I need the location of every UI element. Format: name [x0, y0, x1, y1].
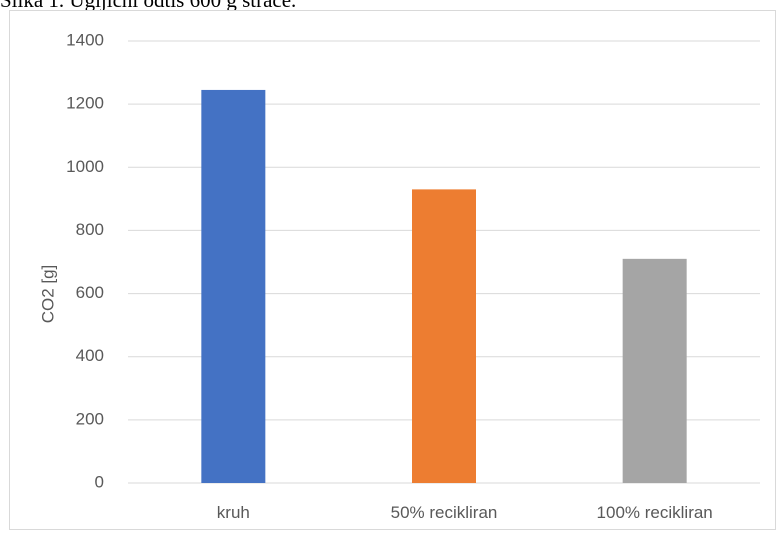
y-axis-ticks: 0 200 400 600 800 1000 1200 1400	[66, 30, 104, 491]
bars	[201, 89, 687, 483]
y-tick-label: 800	[76, 220, 104, 239]
bar-1	[201, 89, 266, 483]
x-category-label: 100% recikliran	[597, 503, 713, 522]
x-category-label: 50% recikliran	[391, 503, 498, 522]
y-tick-label: 1400	[66, 30, 104, 49]
y-tick-label: 400	[76, 346, 104, 365]
y-tick-label: 600	[76, 283, 104, 302]
figure-caption: Slika 1. Ugljični odtis 600 g straće.	[0, 0, 297, 12]
y-tick-label: 200	[76, 409, 104, 428]
bar-2	[412, 189, 476, 483]
y-tick-label: 1000	[66, 157, 104, 176]
bar-3	[622, 258, 687, 483]
y-tick-label: 1200	[66, 94, 104, 113]
x-category-label: kruh	[217, 503, 250, 522]
x-axis-labels: kruh 50% recikliran 100% recikliran	[217, 503, 713, 522]
y-axis-label: CO2 [g]	[38, 265, 57, 324]
y-tick-label: 0	[95, 472, 104, 491]
